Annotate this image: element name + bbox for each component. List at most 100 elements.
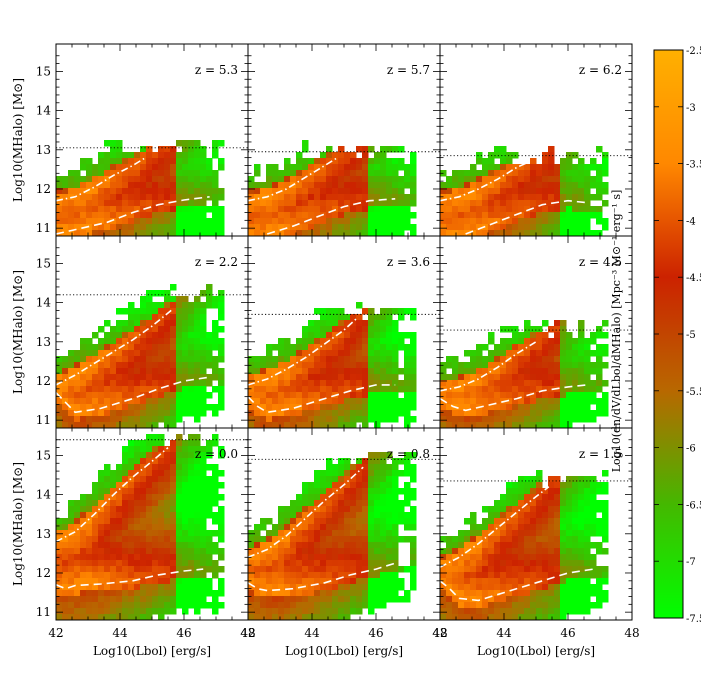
density-cell (590, 362, 597, 369)
density-cell (584, 344, 591, 351)
density-cell (158, 404, 165, 411)
density-cell (584, 578, 591, 585)
density-cell (446, 422, 453, 428)
density-cell (350, 332, 357, 339)
density-cell (206, 338, 213, 345)
density-cell (380, 188, 387, 195)
density-cell (518, 164, 525, 171)
density-cell (374, 422, 381, 428)
density-cell (536, 560, 543, 567)
density-cell (332, 170, 339, 177)
density-cell (314, 548, 321, 555)
density-cell (440, 410, 447, 417)
density-cell (110, 482, 117, 489)
density-cell (308, 380, 315, 387)
density-cell (302, 590, 309, 597)
density-cell (104, 332, 111, 339)
density-cell (338, 338, 345, 345)
density-cell (116, 398, 123, 405)
density-cell (182, 548, 189, 555)
density-cell (248, 212, 255, 219)
density-cell (110, 146, 117, 153)
density-cell (170, 446, 177, 453)
density-cell (146, 554, 153, 561)
density-cell (296, 506, 303, 513)
density-cell (134, 350, 141, 357)
density-cell (314, 380, 321, 387)
density-cell (524, 326, 531, 333)
density-cell (368, 362, 375, 369)
density-cell (164, 386, 171, 393)
density-cell (80, 368, 87, 375)
density-cell (494, 410, 501, 417)
density-cell (530, 326, 537, 333)
density-cell (266, 410, 273, 417)
density-cell (356, 320, 363, 327)
density-cell (374, 542, 381, 549)
density-cell (440, 218, 447, 225)
density-cell (566, 356, 573, 363)
density-cell (548, 350, 555, 357)
density-cell (374, 536, 381, 543)
density-cell (170, 596, 177, 603)
density-cell (290, 212, 297, 219)
density-cell (278, 176, 285, 183)
density-cell (170, 152, 177, 159)
density-cell (440, 590, 447, 597)
density-cell (578, 530, 585, 537)
density-cell (278, 194, 285, 201)
density-cell (380, 548, 387, 555)
density-cell (536, 416, 543, 423)
density-cell (188, 434, 195, 441)
density-cell (296, 368, 303, 375)
density-cell (356, 596, 363, 603)
density-cell (92, 206, 99, 213)
density-cell (500, 518, 507, 525)
density-cell (398, 368, 405, 375)
density-cell (548, 188, 555, 195)
density-cell (74, 206, 81, 213)
density-cell (326, 356, 333, 363)
density-cell (524, 368, 531, 375)
density-cell (218, 188, 225, 195)
density-cell (266, 608, 273, 615)
density-cell (404, 362, 411, 369)
density-cell (152, 512, 159, 519)
density-cell (218, 338, 225, 345)
density-cell (104, 380, 111, 387)
density-cell (170, 188, 177, 195)
density-cell (182, 410, 189, 417)
density-cell (356, 392, 363, 399)
density-cell (146, 308, 153, 315)
density-cell (140, 362, 147, 369)
density-cell (350, 584, 357, 591)
density-cell (446, 212, 453, 219)
density-cell (350, 596, 357, 603)
density-cell (554, 380, 561, 387)
density-cell (344, 422, 351, 428)
density-cell (56, 182, 63, 189)
density-cell (374, 410, 381, 417)
density-cell (146, 368, 153, 375)
density-cell (488, 602, 495, 609)
density-cell (278, 404, 285, 411)
density-cell (494, 164, 501, 171)
density-cell (602, 158, 609, 165)
density-cell (374, 524, 381, 531)
density-cell (218, 554, 225, 561)
density-cell (506, 518, 513, 525)
density-cell (170, 338, 177, 345)
density-cell (194, 188, 201, 195)
density-cell (500, 554, 507, 561)
density-cell (566, 530, 573, 537)
density-cell (128, 350, 135, 357)
density-cell (380, 464, 387, 471)
density-cell (500, 506, 507, 513)
density-cell (206, 206, 213, 213)
density-cell (248, 614, 255, 620)
density-cell (554, 392, 561, 399)
density-cell (212, 476, 219, 483)
density-cell (326, 470, 333, 477)
density-cell (446, 182, 453, 189)
density-cell (392, 230, 399, 236)
